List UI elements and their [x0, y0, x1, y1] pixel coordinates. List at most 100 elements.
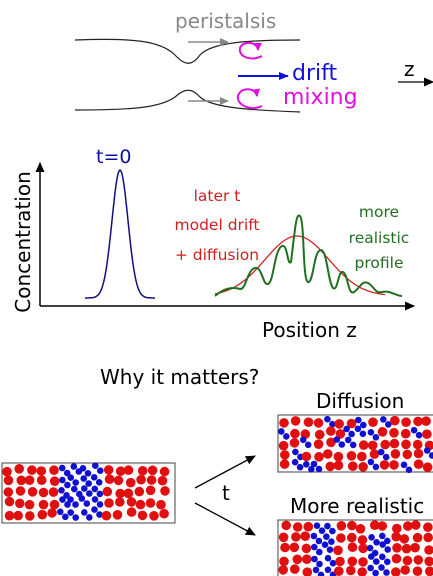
red-particle [279, 459, 290, 469]
red-particle [370, 520, 380, 530]
blue-particle [360, 421, 367, 429]
blue-particle [310, 460, 318, 468]
red-particle [413, 416, 423, 427]
red-particle [145, 485, 156, 496]
blue-particle [338, 441, 346, 448]
blue-particle [91, 496, 99, 503]
red-particle [15, 486, 26, 496]
y-axis-label: Concentration [11, 171, 35, 312]
red-particle [347, 532, 357, 543]
red-particle [112, 510, 123, 520]
red-particle [290, 416, 301, 426]
mixing-curl [236, 88, 263, 110]
red-particle [278, 565, 289, 575]
red-particle [401, 543, 412, 554]
blue-particle [59, 476, 66, 484]
arrow [194, 502, 256, 536]
red-particle [146, 475, 157, 485]
red-particle [137, 466, 148, 476]
blue-particle [84, 470, 92, 477]
blue-particle [355, 416, 362, 424]
red-particle [422, 429, 432, 440]
red-particle [126, 507, 137, 517]
red-particle [280, 450, 290, 460]
red-particle [347, 520, 357, 531]
blue-particle [92, 462, 99, 470]
red-particle [16, 475, 27, 486]
blue-particle [292, 448, 299, 456]
blue-particle [72, 501, 79, 508]
red-particle [367, 440, 378, 451]
red-particle [157, 475, 168, 486]
red-particle [290, 564, 300, 574]
blue-particle [324, 554, 332, 562]
red-particle [300, 429, 311, 439]
z-label: z [404, 57, 415, 81]
blue-particle [79, 465, 87, 472]
blue-particle [329, 420, 336, 428]
red-particle [13, 510, 23, 521]
blue-particle [96, 511, 103, 518]
blue-particle [311, 555, 318, 563]
red-particle [281, 520, 292, 531]
diffusion-label: Diffusion [316, 389, 404, 413]
blue-particle [367, 458, 375, 466]
red-particle [357, 535, 368, 545]
blue-particle [91, 485, 99, 493]
blue-particle [310, 532, 318, 540]
red-particle [347, 542, 358, 552]
red-particle [413, 448, 424, 459]
blue-particle [368, 553, 375, 560]
red-particle [357, 567, 367, 576]
red-label: model drift [175, 216, 260, 234]
red-particle [289, 542, 300, 553]
red-particle [424, 556, 433, 567]
red-particle [403, 521, 413, 531]
blue-particle [328, 538, 335, 545]
blue-particle [385, 421, 392, 428]
blue-particle [379, 553, 386, 561]
red-particle [424, 545, 433, 555]
red-particle [292, 554, 303, 565]
red-particle [346, 565, 356, 576]
blue-particle [379, 532, 386, 540]
red-particle [391, 531, 402, 542]
red-particle [3, 475, 14, 486]
red-particle [38, 487, 49, 498]
red-particle [137, 510, 148, 521]
blue-particle [81, 485, 88, 492]
red-particle [389, 438, 400, 449]
red-particle [25, 511, 35, 521]
blue-particle [323, 533, 330, 540]
blue-particle [72, 479, 79, 486]
red-particle [411, 520, 421, 530]
blue-particle [329, 527, 336, 535]
red-particle [380, 439, 391, 450]
red-particle [37, 509, 48, 520]
red-particle [147, 465, 158, 476]
red-particle [336, 533, 346, 543]
blue-particle [326, 546, 334, 553]
red-particle [421, 416, 431, 427]
blue-particle [97, 467, 104, 475]
blue-particle [383, 569, 390, 576]
peristalsis-label: peristalsis [175, 9, 276, 33]
blue-particle [62, 513, 69, 521]
red-particle [389, 460, 399, 470]
blue-particle [96, 501, 104, 508]
red-particle [160, 486, 170, 496]
blue-particle [372, 463, 380, 471]
red-particle [392, 523, 402, 534]
realistic-label: More realistic [290, 494, 424, 518]
blue-particle [303, 461, 310, 468]
blue-particle [415, 431, 423, 439]
blue-particle [349, 441, 357, 449]
red-particle [314, 452, 324, 462]
red-particle [333, 460, 344, 471]
red-particle [303, 417, 314, 428]
blue-particle [67, 474, 74, 481]
red-particle [392, 543, 402, 553]
red-particle [115, 497, 125, 507]
blue-particle [63, 469, 71, 477]
